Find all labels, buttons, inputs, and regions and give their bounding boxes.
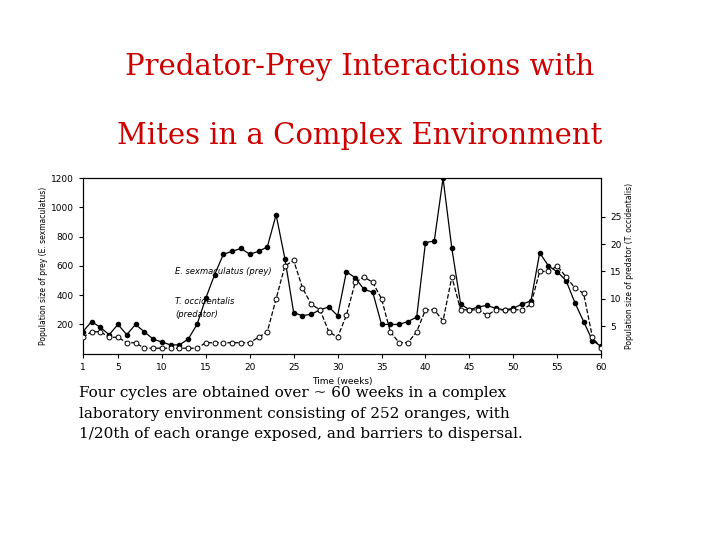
Text: E. sexmaculatus (prey): E. sexmaculatus (prey) — [175, 267, 271, 276]
Text: Predator-Prey Interactions with: Predator-Prey Interactions with — [125, 53, 595, 81]
Y-axis label: Population size of prey (E. sexmaculatus): Population size of prey (E. sexmaculatus… — [39, 187, 48, 345]
Text: T. occidentalis: T. occidentalis — [175, 296, 235, 306]
Text: Mites in a Complex Environment: Mites in a Complex Environment — [117, 122, 603, 150]
Y-axis label: Population size of predator (T. occidentalis): Population size of predator (T. occident… — [624, 183, 634, 349]
Text: Four cycles are obtained over ~ 60 weeks in a complex
laboratory environment con: Four cycles are obtained over ~ 60 weeks… — [79, 386, 523, 441]
Text: (predator): (predator) — [175, 310, 218, 319]
X-axis label: Time (weeks): Time (weeks) — [312, 377, 372, 386]
